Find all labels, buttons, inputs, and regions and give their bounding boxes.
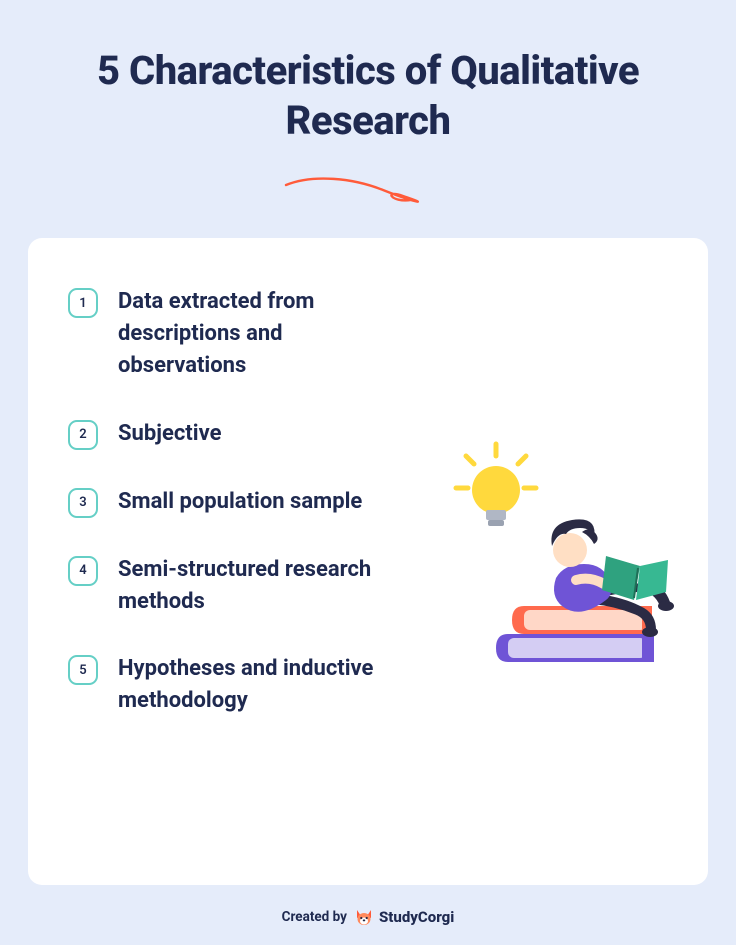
brand: StudyCorgi [354, 907, 454, 927]
content-card: 1 Data extracted from descriptions and o… [28, 238, 708, 885]
page-title: 5 Characteristics of Qualitative Researc… [28, 28, 708, 156]
list-item: 5 Hypotheses and inductive methodology [68, 653, 408, 717]
item-label: Hypotheses and inductive methodology [118, 653, 408, 717]
footer-created-by: Created by [282, 909, 347, 925]
list-item: 2 Subjective [68, 418, 408, 450]
footer: Created by StudyCorgi [28, 885, 708, 927]
lightbulb-icon [456, 444, 536, 526]
corgi-logo-icon [354, 907, 374, 927]
list-item: 1 Data extracted from descriptions and o… [68, 286, 408, 382]
item-number-badge: 1 [68, 288, 98, 318]
item-number-badge: 5 [68, 655, 98, 685]
list-item: 4 Semi-structured research methods [68, 554, 408, 618]
item-label: Small population sample [118, 486, 362, 518]
item-number-badge: 2 [68, 420, 98, 450]
squiggle-divider [28, 176, 708, 210]
item-label: Data extracted from descriptions and obs… [118, 286, 408, 382]
item-number-badge: 4 [68, 556, 98, 586]
brand-name: StudyCorgi [379, 908, 454, 926]
item-label: Semi-structured research methods [118, 554, 408, 618]
list-item: 3 Small population sample [68, 486, 408, 518]
item-number-badge: 3 [68, 488, 98, 518]
book-bottom-icon [496, 634, 654, 662]
item-label: Subjective [118, 418, 221, 450]
reading-illustration [448, 438, 678, 668]
